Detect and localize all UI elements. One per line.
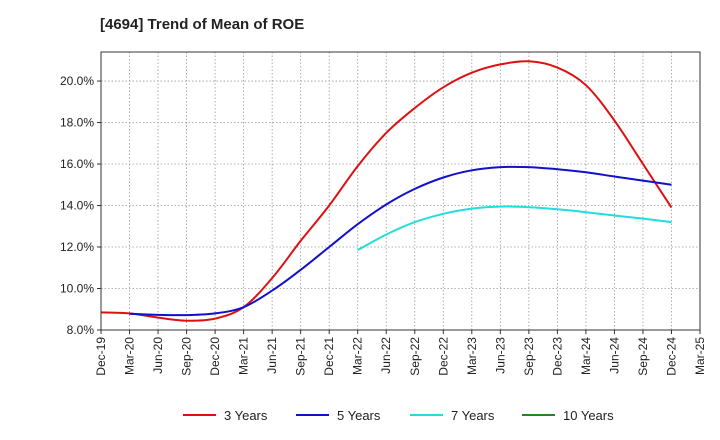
x-tick-label: Jun-20 xyxy=(151,337,165,374)
x-tick-label: Dec-24 xyxy=(664,337,678,376)
x-tick-label: Mar-23 xyxy=(465,337,479,375)
x-tick-label: Dec-23 xyxy=(550,337,564,376)
grid-lines xyxy=(100,52,701,331)
x-tick-label: Mar-21 xyxy=(237,337,251,375)
x-tick-label: Jun-21 xyxy=(265,337,279,374)
plot-area-background xyxy=(101,52,700,330)
legend: 3 Years 5 Years 7 Years 10 Years xyxy=(183,408,614,423)
chart-title: [4694] Trend of Mean of ROE xyxy=(100,16,305,33)
x-tick-label: Jun-23 xyxy=(493,337,507,374)
y-tick-label: 20.0% xyxy=(60,74,94,88)
y-tick-label: 10.0% xyxy=(60,282,94,296)
plot-border xyxy=(100,51,701,331)
x-tick-label: Mar-24 xyxy=(579,337,593,375)
x-tick-label: Sep-20 xyxy=(180,337,194,376)
y-tick-label: 18.0% xyxy=(60,116,94,130)
x-tick-label: Sep-21 xyxy=(294,337,308,376)
axes: 8.0% 10.0% 12.0% 14.0% 16.0% 18.0% 20.0% Dec-19… xyxy=(60,51,707,376)
legend-label-3-years: 3 Years xyxy=(224,408,268,423)
x-tick-label: Sep-23 xyxy=(522,337,536,376)
legend-label-7-years: 7 Years xyxy=(451,408,495,423)
x-tick-label: Dec-20 xyxy=(208,337,222,376)
x-tick-label: Dec-19 xyxy=(94,337,108,376)
series-lines xyxy=(100,60,673,322)
series-line-3-years xyxy=(100,60,673,322)
x-tick-label: Dec-22 xyxy=(436,337,450,376)
x-tick-label: Dec-21 xyxy=(322,337,336,376)
x-tick-label: Mar-22 xyxy=(351,337,365,375)
series-line-7-years xyxy=(357,205,672,251)
x-tick-label: Sep-22 xyxy=(408,337,422,376)
legend-label-5-years: 5 Years xyxy=(337,408,381,423)
legend-label-10-years: 10 Years xyxy=(563,408,614,423)
x-tick-label: Sep-24 xyxy=(636,337,650,376)
y-tick-label: 14.0% xyxy=(60,199,94,213)
x-tick-label: Mar-25 xyxy=(693,337,707,375)
x-tick-label: Mar-20 xyxy=(123,337,137,375)
y-tick-label: 8.0% xyxy=(67,323,95,337)
y-tick-label: 16.0% xyxy=(60,157,94,171)
y-tick-label: 12.0% xyxy=(60,240,94,254)
x-tick-label: Jun-24 xyxy=(607,337,621,374)
series-line-5-years xyxy=(129,165,672,317)
x-tick-label: Jun-22 xyxy=(379,337,393,374)
